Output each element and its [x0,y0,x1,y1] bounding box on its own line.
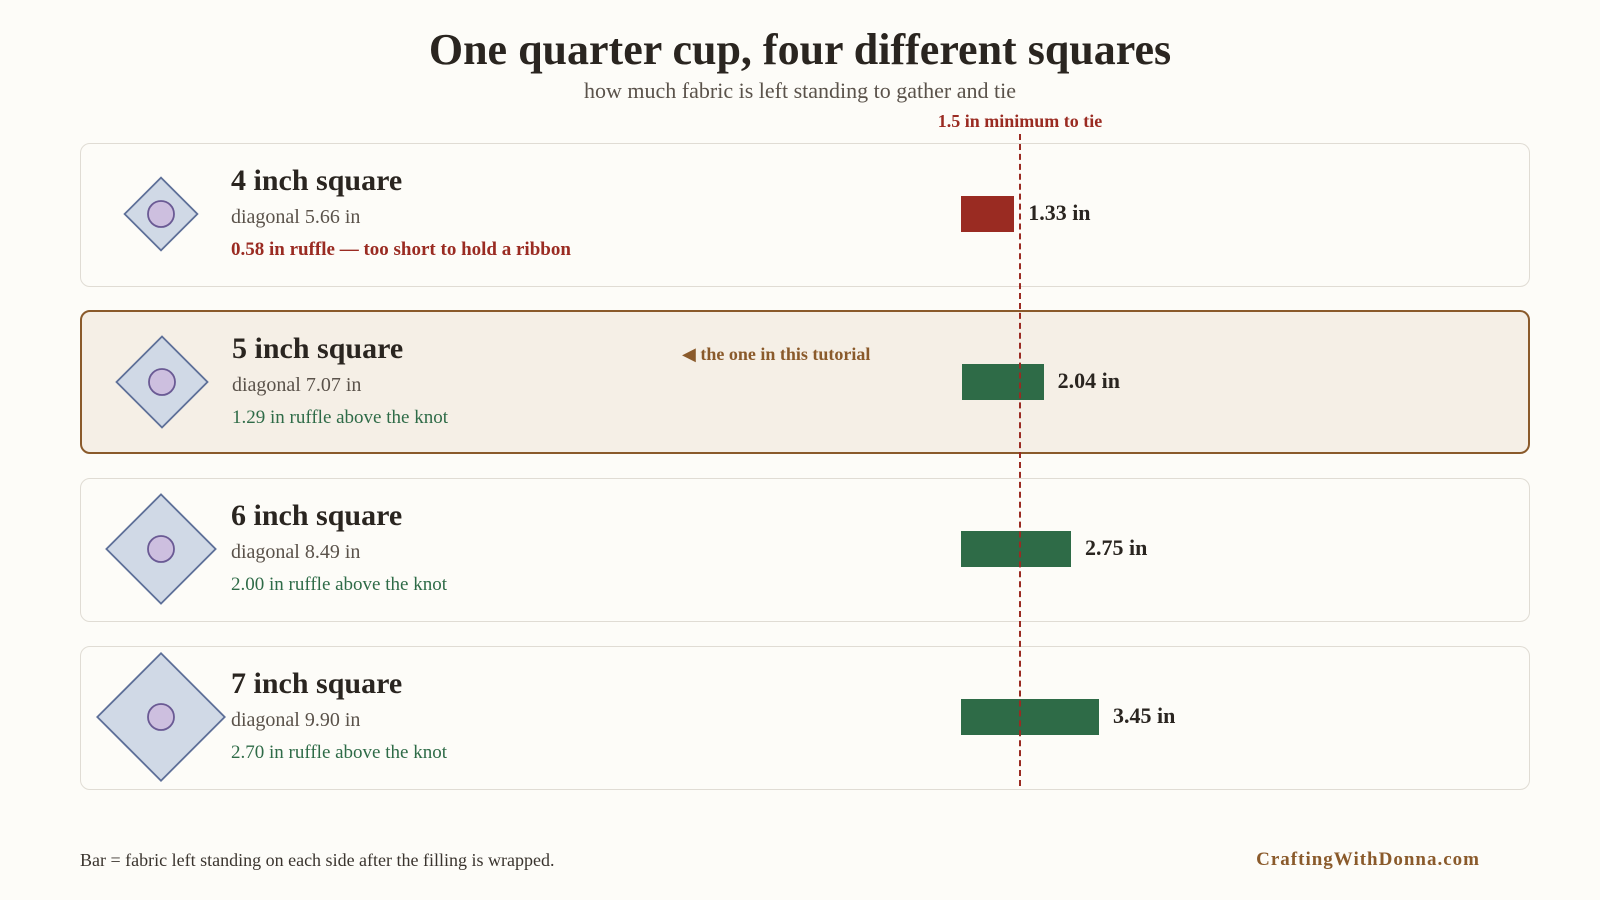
minimum-threshold-line [1019,134,1021,786]
ruffle-note: 1.29 in ruffle above the knot [232,407,448,428]
brand-link[interactable]: CraftingWithDonna.com [1256,849,1480,870]
diamond-svg [96,652,226,782]
square-card: 6 inch square diagonal 8.49 in 2.00 in r… [80,478,1530,622]
square-name: 7 inch square [231,667,403,700]
square-name: 6 inch square [231,499,403,532]
square-card: 4 inch square diagonal 5.66 in 0.58 in r… [80,143,1530,287]
square-card-featured: 5 inch square diagonal 7.07 in 1.29 in r… [80,310,1530,454]
ruffle-note: 0.58 in ruffle — too short to hold a rib… [231,239,571,260]
chart-title: One quarter cup, four different squares [428,25,1172,74]
filling-circle [147,535,175,563]
square-diagonal: diagonal 9.90 in [231,709,361,731]
square-diamond-diagram [81,479,241,623]
standing-fabric-bar [961,196,1015,232]
bar-value-label: 2.75 in [1085,535,1148,560]
diamond-svg [115,335,209,429]
square-diamond-diagram [81,647,241,791]
square-name: 4 inch square [231,164,403,197]
filling-circle [147,703,175,731]
bar-value-label: 2.04 in [1057,368,1120,393]
footer-note: Bar = fabric left standing on each side … [80,850,555,870]
minimum-threshold-label: 1.5 in minimum to tie [937,111,1103,131]
chart-subtitle: how much fabric is left standing to gath… [584,78,1016,103]
square-diagonal: diagonal 8.49 in [231,541,361,563]
square-diagonal: diagonal 7.07 in [232,374,362,396]
diamond-svg [105,493,217,605]
filling-circle [147,200,175,228]
tutorial-callout: ◀ the one in this tutorial [682,344,871,364]
bar-value-label: 3.45 in [1113,703,1176,728]
ruffle-note: 2.00 in ruffle above the knot [231,574,447,595]
bar-value-label: 1.33 in [1028,200,1091,225]
diamond-svg [123,176,199,252]
filling-circle [148,368,176,396]
standing-fabric-bar [962,364,1044,400]
square-diamond-diagram [82,312,242,456]
standing-fabric-bar [961,531,1071,567]
ruffle-note: 2.70 in ruffle above the knot [231,742,447,763]
standing-fabric-bar [961,699,1099,735]
square-card: 7 inch square diagonal 9.90 in 2.70 in r… [80,646,1530,790]
square-diagonal: diagonal 5.66 in [231,206,361,228]
square-name: 5 inch square [232,332,404,365]
square-diamond-diagram [81,144,241,288]
